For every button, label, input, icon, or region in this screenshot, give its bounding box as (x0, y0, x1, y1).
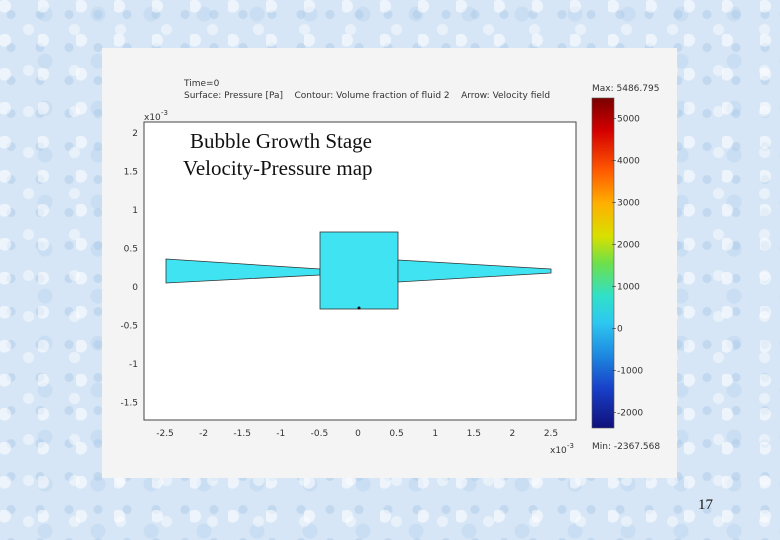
y-tick-label: -0.5 (120, 322, 138, 332)
colorbar (591, 97, 615, 429)
colorbar-tick-label: 0 (617, 325, 623, 335)
x-tick-label: -0.5 (311, 429, 329, 439)
slide-title-line2: Velocity-Pressure map (183, 156, 373, 180)
x-tick-label: -2 (199, 429, 208, 439)
x-exponent: -3 (567, 442, 574, 450)
slide-title-line1: Bubble Growth Stage (190, 129, 372, 153)
colorbar-tick-label: 2000 (617, 240, 640, 250)
y-tick-label: 2 (132, 129, 138, 139)
time-label: Time=0 (184, 79, 220, 89)
colorbar-tick-label: 4000 (617, 156, 640, 166)
simulation-plot: -2.5 -2 -1.5 -1 -0.5 0 0.5 1 1.5 2 2.5 2 1.5 1 0.5 0 -0… (120, 84, 660, 456)
plot-description: Surface: Pressure [Pa] Contour: Volume f… (184, 91, 550, 101)
y-multiplier: x10 (144, 113, 161, 123)
y-tick-label: -1.5 (120, 399, 138, 409)
x-axis-ticks: -2.5 -2 -1.5 -1 -0.5 0 0.5 1 1.5 2 2.5 (156, 429, 558, 439)
plot-panel: -2.5 -2 -1.5 -1 -0.5 0 0.5 1 1.5 2 2.5 2 1.5 1 0.5 0 -0… (102, 48, 677, 478)
y-tick-label: 1.5 (124, 168, 138, 178)
colorbar-tick-label: 1000 (617, 283, 640, 293)
surface-label: Surface: Pressure [Pa] (184, 91, 284, 101)
x-tick-label: -1.5 (233, 429, 251, 439)
x-tick-label: 0 (355, 429, 361, 439)
x-tick-label: -1 (276, 429, 285, 439)
y-tick-label: 0.5 (124, 245, 138, 255)
y-tick-label: 1 (132, 206, 138, 216)
bubble-seed-dot (357, 306, 361, 310)
page-number: 17 (698, 497, 713, 513)
colorbar-tick-label: -2000 (617, 409, 643, 419)
contour-label: Contour: Volume fraction of fluid 2 (294, 91, 450, 101)
colorbar-min-label: Min: -2367.568 (592, 442, 660, 452)
colorbar-ticks: 5000 4000 3000 2000 1000 0 -1000 -2000 (612, 114, 643, 419)
x-tick-label: 2 (510, 429, 516, 439)
x-tick-label: 1.5 (467, 429, 481, 439)
x-tick-label: 2.5 (544, 429, 558, 439)
colorbar-tick-label: -1000 (617, 367, 643, 377)
arrow-label: Arrow: Velocity field (461, 91, 551, 101)
y-axis-ticks: 2 1.5 1 0.5 0 -0.5 -1 -1.5 (120, 129, 138, 409)
colorbar-tick-label: 3000 (617, 198, 640, 208)
y-tick-label: 0 (132, 283, 138, 293)
colorbar-tick-label: 5000 (617, 114, 640, 124)
x-tick-label: -2.5 (156, 429, 174, 439)
x-multiplier: x10 (550, 446, 567, 456)
x-tick-label: 0.5 (389, 429, 403, 439)
right-channel-shape (397, 259, 552, 283)
center-chamber-shape (319, 231, 399, 310)
y-exponent: -3 (161, 109, 168, 117)
colorbar-max-label: Max: 5486.795 (592, 84, 659, 94)
x-tick-label: 1 (432, 429, 438, 439)
y-tick-label: -1 (129, 360, 138, 370)
